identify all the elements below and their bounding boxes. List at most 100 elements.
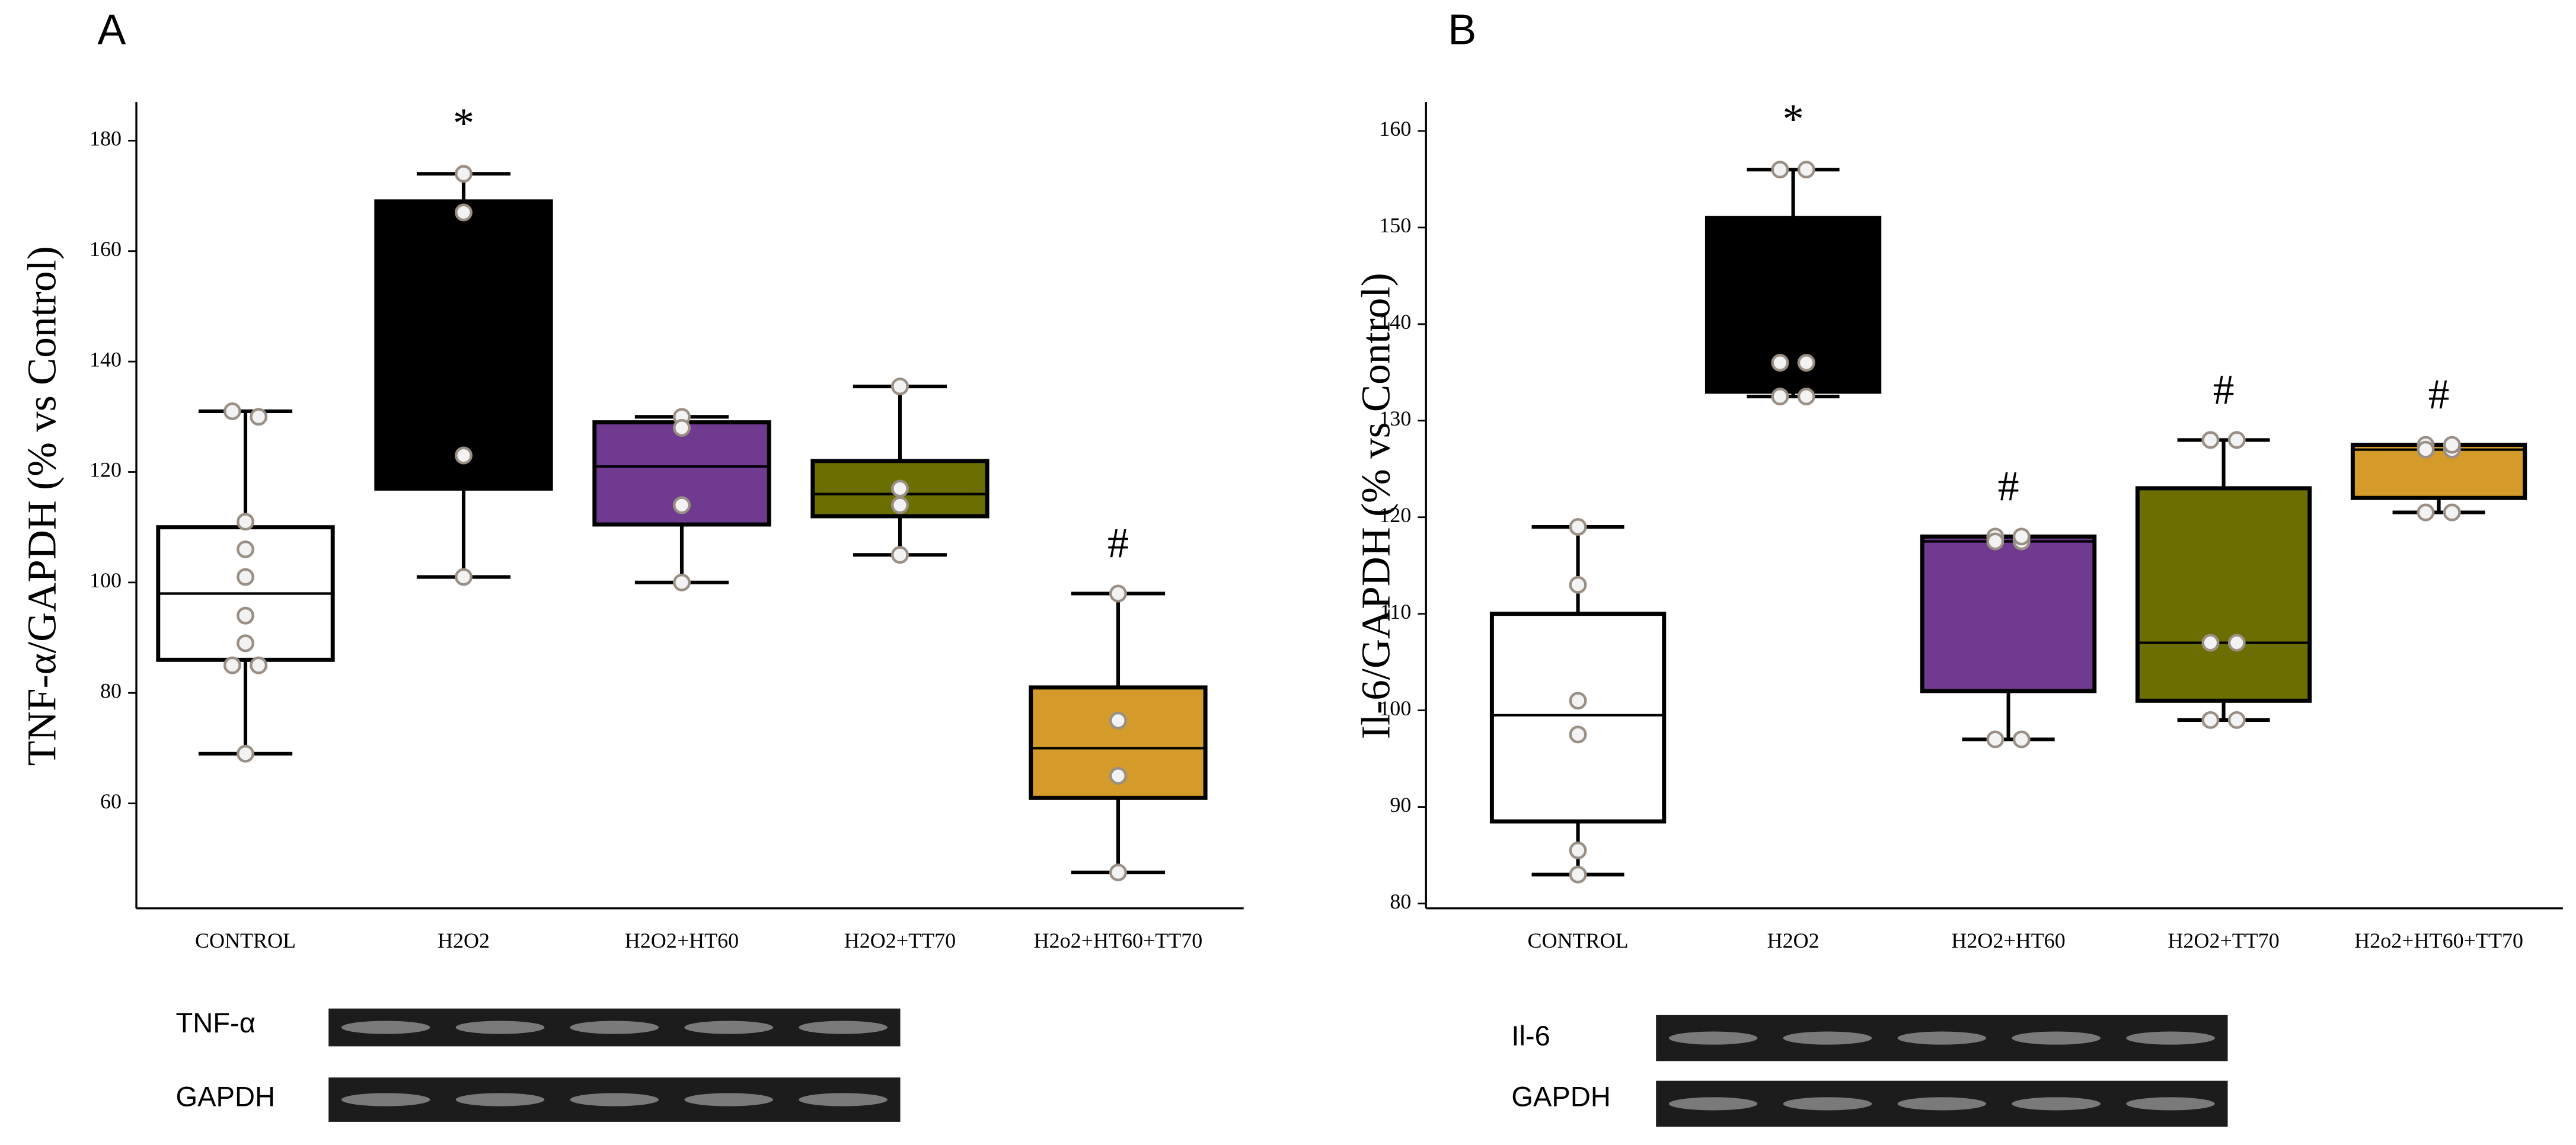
data-point <box>1986 532 2004 551</box>
blot-band <box>1783 1097 1872 1111</box>
data-point <box>1569 575 1587 594</box>
blot-band <box>799 1093 888 1106</box>
blot-band <box>570 1021 659 1034</box>
x-tick-label: CONTROL <box>1528 929 1629 952</box>
blot-band <box>1783 1031 1872 1045</box>
data-point <box>1109 711 1127 730</box>
data-point <box>455 165 473 183</box>
data-point <box>2417 440 2435 459</box>
x-tick-label: H2o2+HT60+TT70 <box>2354 929 2523 952</box>
blot-label: GAPDH <box>176 1081 275 1112</box>
data-point <box>1569 725 1587 744</box>
data-point <box>2417 503 2435 522</box>
blot-band <box>455 1093 545 1106</box>
blot-band <box>455 1021 545 1034</box>
blot-band <box>341 1093 430 1106</box>
data-point <box>455 446 473 465</box>
blot-band <box>799 1021 888 1034</box>
x-tick-label: H2o2+HT60+TT70 <box>1034 929 1203 952</box>
data-point <box>1109 863 1127 882</box>
y-tick-label: 180 <box>90 127 122 151</box>
y-tick-label: 150 <box>1379 213 1411 237</box>
annotation: # <box>1107 519 1129 567</box>
y-tick-label: 160 <box>90 237 122 261</box>
x-tick-label: H2O2 <box>438 929 490 952</box>
data-point <box>1797 388 1815 406</box>
x-tick-label: H2O2+TT70 <box>2168 929 2279 952</box>
y-tick-label: 80 <box>1390 890 1411 913</box>
data-point <box>2012 527 2031 546</box>
y-tick-label: 100 <box>90 568 122 592</box>
data-point <box>250 408 268 426</box>
data-point <box>2443 436 2461 454</box>
y-tick-label: 160 <box>1379 117 1411 140</box>
data-point <box>237 634 254 653</box>
x-tick-label: H2O2+HT60 <box>1951 929 2065 952</box>
data-point <box>250 656 268 674</box>
y-tick-label: 110 <box>1380 600 1412 623</box>
panel-label: B <box>1448 7 1476 54</box>
blot-band <box>1668 1031 1758 1045</box>
data-point <box>223 402 241 420</box>
box <box>374 199 553 491</box>
y-tick-label: 120 <box>90 458 122 482</box>
annotation: # <box>2428 370 2450 418</box>
data-point <box>1797 161 1815 179</box>
blot-band <box>341 1021 430 1034</box>
data-point <box>1569 518 1587 536</box>
data-point <box>2227 431 2246 449</box>
data-point <box>673 418 691 437</box>
panel-label: A <box>97 7 126 54</box>
data-point <box>237 540 254 558</box>
blot-band <box>684 1093 774 1106</box>
x-tick-label: CONTROL <box>195 929 296 952</box>
data-point <box>673 496 691 514</box>
annotation: * <box>453 100 474 147</box>
blot-label: Il-6 <box>1511 1020 1550 1051</box>
data-point <box>1771 161 1789 179</box>
data-point <box>2443 503 2461 522</box>
data-point <box>891 479 909 498</box>
data-point <box>673 573 691 591</box>
data-point <box>891 378 909 395</box>
box <box>1920 534 2097 693</box>
blot-label: TNF-α <box>176 1007 256 1038</box>
y-tick-label: 100 <box>1379 696 1411 720</box>
data-point <box>2201 711 2220 729</box>
y-tick-label: 140 <box>90 347 122 371</box>
blot-band <box>1897 1097 1987 1111</box>
y-tick-label: 80 <box>100 679 122 703</box>
data-point <box>2012 730 2031 749</box>
data-point <box>1771 388 1789 406</box>
x-tick-label: H2O2+TT70 <box>844 929 956 952</box>
data-point <box>455 568 473 586</box>
y-tick-label: 140 <box>1379 310 1411 334</box>
data-point <box>2227 711 2246 729</box>
y-tick-label: 60 <box>100 789 122 813</box>
blot-band <box>2126 1097 2215 1111</box>
data-point <box>1569 841 1587 859</box>
blot-band <box>2126 1031 2215 1045</box>
data-point <box>1986 730 2004 749</box>
data-point <box>237 744 254 763</box>
box <box>2350 443 2527 500</box>
blot-band <box>1668 1097 1758 1111</box>
box <box>1704 216 1882 394</box>
blot-label: GAPDH <box>1511 1081 1610 1112</box>
data-point <box>237 606 254 625</box>
data-point <box>237 513 254 531</box>
data-point <box>1797 354 1815 372</box>
data-point <box>891 496 909 514</box>
data-point <box>1569 865 1587 884</box>
blot-band <box>2012 1097 2101 1111</box>
annotation: * <box>1783 95 1804 143</box>
annotation: # <box>2213 366 2235 413</box>
y-tick-label: 130 <box>1379 407 1411 430</box>
annotation: # <box>1998 462 2019 510</box>
blot-band <box>684 1021 774 1034</box>
data-point <box>1771 354 1789 372</box>
blot-band <box>570 1093 659 1106</box>
x-tick-label: H2O2+HT60 <box>625 929 739 952</box>
blot-band <box>1897 1031 1987 1045</box>
